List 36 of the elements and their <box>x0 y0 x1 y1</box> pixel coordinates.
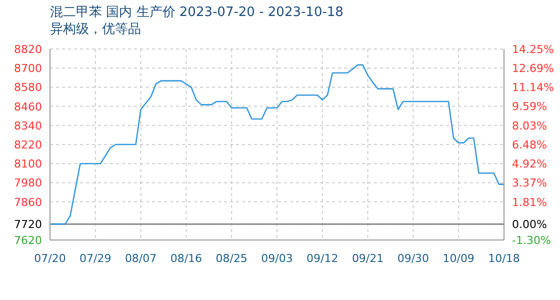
y-tick-label: 8820 <box>14 43 42 56</box>
y2-tick-label: 9.59% <box>512 100 547 114</box>
y2-tick-label: 8.03% <box>512 119 547 132</box>
x-tick-label: 09/21 <box>352 252 384 265</box>
chart-subtitle: 异构级，优等品 <box>50 21 141 38</box>
y2-tick-label: 12.69% <box>512 62 554 76</box>
x-tick-label: 07/29 <box>80 252 112 265</box>
y2-tick-label: 14.25% <box>512 43 554 56</box>
y-tick-label: 7980 <box>14 176 42 190</box>
x-tick-label: 09/30 <box>397 252 430 265</box>
y2-tick-label: -1.30% <box>512 234 551 247</box>
y-tick-label: 7860 <box>14 196 42 209</box>
y2-tick-label: 3.37% <box>512 176 547 190</box>
y-tick-label: 8100 <box>14 158 42 171</box>
y2-tick-label: 4.92% <box>512 158 547 171</box>
y2-tick-label: 6.48% <box>512 138 547 152</box>
x-tick-label: 10/18 <box>488 252 520 265</box>
y-tick-label: 7720 <box>14 218 42 232</box>
x-tick-label: 09/03 <box>261 252 293 265</box>
y-tick-label: 8220 <box>14 138 42 152</box>
y2-tick-label: 11.14% <box>512 81 554 94</box>
chart-title: 混二甲苯 国内 生产价 2023-07-20 - 2023-10-18 <box>50 4 344 21</box>
x-tick-label: 08/07 <box>124 252 157 265</box>
y2-tick-label: 0.00% <box>512 218 547 232</box>
y2-tick-label: 1.81% <box>512 196 547 209</box>
x-tick-label: 08/25 <box>216 252 248 265</box>
y-tick-label: 8700 <box>14 62 42 76</box>
y-tick-label: 8580 <box>14 81 42 94</box>
y-tick-label: 8460 <box>14 100 42 114</box>
x-tick-label: 09/12 <box>306 252 338 265</box>
y-tick-label: 8340 <box>14 119 42 132</box>
x-tick-label: 08/16 <box>170 252 202 265</box>
y-tick-label: 7620 <box>14 234 42 247</box>
x-tick-label: 07/20 <box>34 252 66 265</box>
x-tick-label: 10/09 <box>442 252 474 265</box>
line-series <box>50 64 504 225</box>
